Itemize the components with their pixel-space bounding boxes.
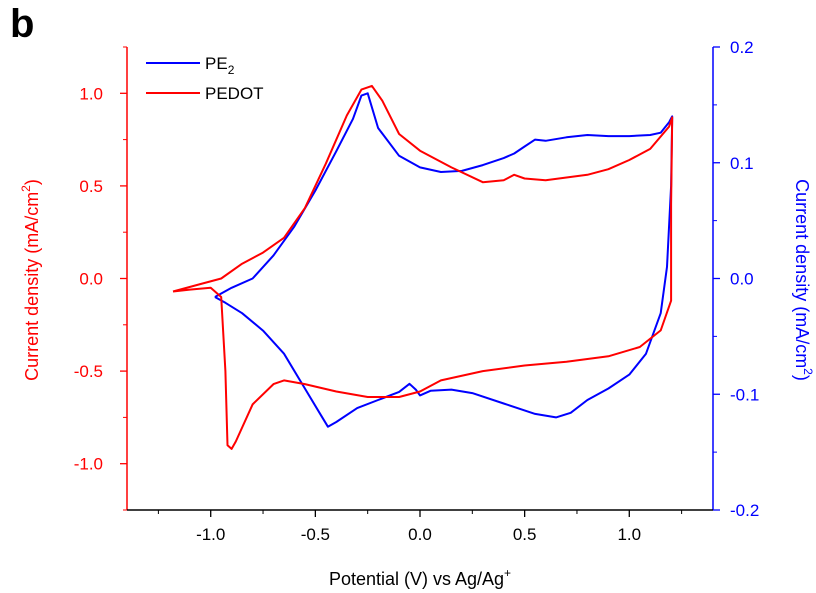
x-tick-label: -1.0 bbox=[196, 525, 225, 544]
plot-frame bbox=[126, 47, 714, 511]
series-layer bbox=[172, 84, 674, 450]
right-y-axis-label: Current density (mA/cm2) bbox=[792, 179, 815, 381]
left-tick-label: 1.0 bbox=[79, 84, 103, 103]
series-line-pe bbox=[214, 92, 674, 428]
x-tick-label: 0.5 bbox=[513, 525, 537, 544]
left-tick-label: 0.0 bbox=[79, 270, 103, 289]
right-tick-label: -0.2 bbox=[730, 501, 759, 520]
legend-label-pedot: PEDOT bbox=[205, 84, 264, 103]
panel-label: b bbox=[10, 2, 34, 46]
left-y-axis-ticks: -1.0 -0.5 0.0 0.5 1.0 bbox=[74, 46, 127, 511]
legend: PE2 PEDOT bbox=[146, 54, 264, 103]
right-tick-label: -0.1 bbox=[730, 385, 759, 404]
left-tick-label: -1.0 bbox=[74, 455, 103, 474]
series-line-pedot bbox=[172, 84, 674, 450]
x-axis-label: Potential (V) vs Ag/Ag+ bbox=[329, 566, 511, 589]
legend-label-pe2: PE2 bbox=[205, 54, 235, 77]
right-tick-label: 0.0 bbox=[730, 270, 754, 289]
right-y-axis-ticks: -0.2 -0.1 0.0 0.1 0.2 bbox=[713, 38, 759, 520]
x-tick-label: 1.0 bbox=[617, 525, 641, 544]
left-y-axis-label: Current density (mA/cm2) bbox=[19, 179, 42, 381]
left-tick-label: -0.5 bbox=[74, 362, 103, 381]
right-tick-label: 0.1 bbox=[730, 154, 754, 173]
left-tick-label: 0.5 bbox=[79, 177, 103, 196]
x-tick-label: -0.5 bbox=[301, 525, 330, 544]
x-axis-ticks: -1.0 -0.5 0.0 0.5 1.0 bbox=[157, 510, 683, 544]
x-tick-label: 0.0 bbox=[408, 525, 432, 544]
right-tick-label: 0.2 bbox=[730, 38, 754, 57]
